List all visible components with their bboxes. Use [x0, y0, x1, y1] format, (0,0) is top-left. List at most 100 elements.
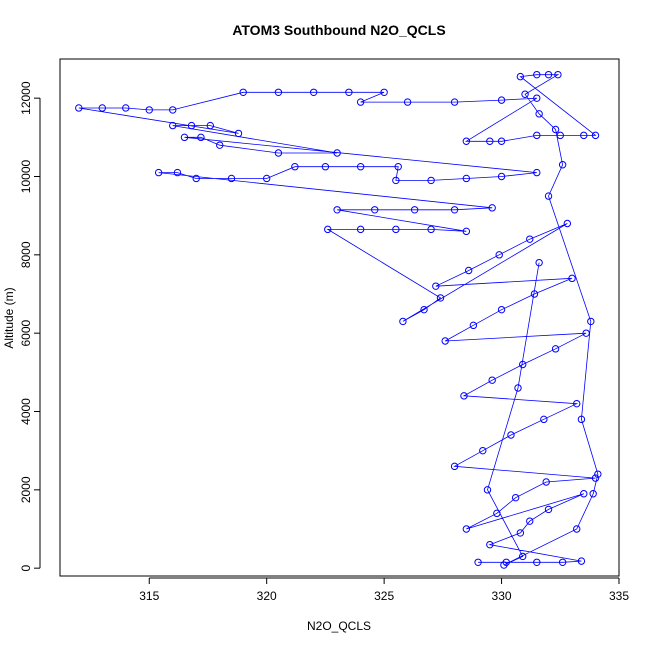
data-point [558, 558, 567, 566]
x-tick-label: 320 [257, 589, 277, 603]
data-point [154, 168, 163, 177]
data-point [462, 137, 471, 145]
data-point [582, 329, 590, 337]
data-point [488, 204, 496, 212]
data-point [580, 131, 588, 140]
data-point [441, 337, 449, 345]
x-tick-label: 335 [609, 589, 629, 603]
data-point [403, 98, 412, 106]
data-point [519, 360, 527, 369]
data-point [551, 345, 560, 353]
y-tick-label: 12000 [19, 81, 33, 115]
data-point [427, 225, 435, 234]
data-point [187, 121, 196, 130]
x-axis-label: N2O_QCLS [307, 619, 371, 633]
data-point [497, 96, 506, 104]
data-point [507, 431, 515, 439]
y-tick-label: 4000 [19, 398, 33, 425]
data-point [333, 206, 341, 214]
data-point [551, 125, 560, 134]
data-point [122, 104, 130, 112]
data-point [519, 552, 527, 561]
data-point [526, 235, 534, 243]
data-point [234, 129, 243, 138]
data-point [556, 131, 564, 140]
data-point [462, 227, 471, 236]
data-point [535, 258, 543, 267]
data-point [291, 163, 299, 171]
data-point [544, 505, 553, 514]
axes: 315 320 325 330 335 0 2000 4000 6000 8000 10000 120… [19, 81, 629, 603]
x-tick-label: 330 [492, 589, 512, 603]
data-point [474, 558, 482, 566]
data-point [427, 176, 435, 185]
data-point [227, 174, 236, 183]
data-point [544, 70, 553, 79]
data-point [399, 317, 407, 326]
data-point [192, 174, 200, 183]
data-point [544, 192, 553, 200]
data-point [274, 88, 283, 96]
data-point [309, 88, 318, 96]
y-tick-label: 8000 [19, 241, 33, 268]
data-point [239, 88, 247, 96]
data-point [173, 168, 182, 177]
data-point [469, 321, 478, 330]
data-point [530, 290, 539, 298]
data-point [262, 174, 271, 183]
data-point [554, 70, 562, 79]
data-point [321, 163, 330, 171]
chart-title: ATOM3 Southbound N2O_QCLS [232, 22, 445, 38]
data-point [514, 384, 522, 392]
data-point [420, 305, 428, 314]
data-point [324, 225, 332, 234]
y-tick-label: 2000 [19, 476, 33, 503]
data-point [568, 274, 576, 283]
data-point [573, 525, 581, 533]
data-point [533, 94, 541, 102]
data-point [462, 174, 471, 183]
data-point [577, 557, 586, 565]
data-point [497, 137, 506, 145]
data-point [98, 104, 106, 112]
data-point [533, 558, 541, 566]
data-point [356, 98, 365, 106]
data-point [356, 163, 365, 171]
plot-area [75, 70, 602, 569]
data-point [216, 141, 224, 149]
data-point [392, 176, 400, 185]
series-line [78, 74, 599, 566]
data-point [145, 106, 153, 114]
data-point [533, 131, 541, 140]
data-point [540, 415, 548, 424]
data-point [580, 490, 588, 498]
data-point [511, 493, 520, 502]
data-point [410, 206, 419, 214]
data-point [371, 206, 379, 214]
data-point [521, 90, 529, 98]
data-point [483, 486, 492, 494]
data-point [450, 98, 459, 106]
data-point [488, 376, 496, 384]
data-point [464, 266, 473, 275]
data-point [392, 225, 400, 234]
data-point [533, 70, 541, 79]
y-tick-label: 0 [19, 565, 33, 572]
data-point [75, 104, 83, 112]
x-tick-label: 315 [139, 589, 159, 603]
data-point [533, 168, 541, 177]
data-point [333, 149, 341, 157]
data-point [591, 131, 600, 140]
data-point [460, 392, 468, 400]
data-point [486, 137, 494, 145]
data-point [526, 517, 534, 525]
data-point [436, 294, 445, 302]
data-point [380, 88, 388, 96]
data-point [197, 133, 205, 142]
data-point [206, 121, 215, 130]
data-point [558, 161, 567, 169]
data-point [479, 446, 487, 455]
data-point [573, 399, 581, 408]
data-point [274, 149, 283, 157]
